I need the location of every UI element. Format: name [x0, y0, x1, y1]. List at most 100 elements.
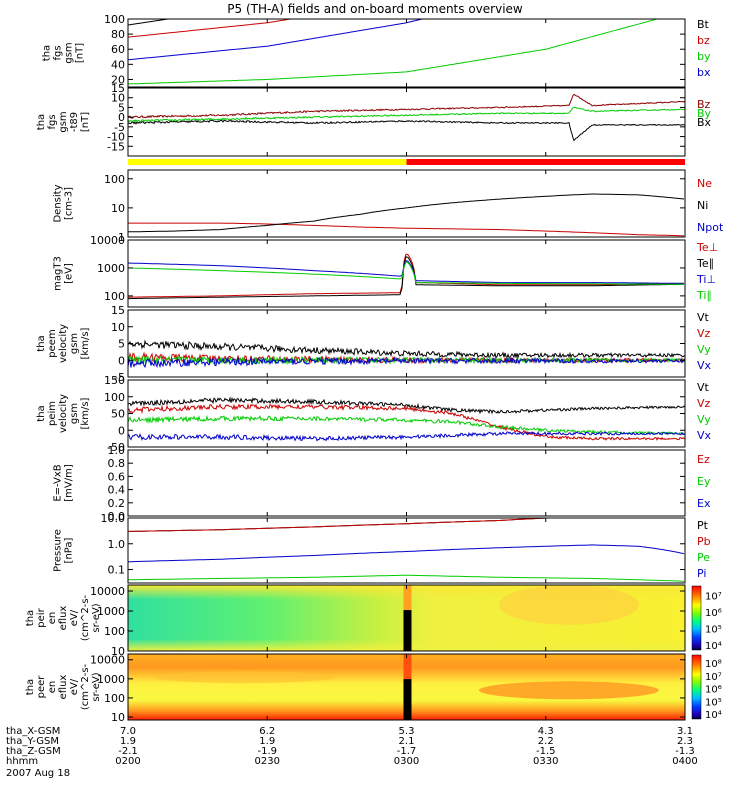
peem_vel-ylabel-line: tha: [36, 335, 47, 351]
temps-ylabel: magT3 [eV]: [53, 256, 75, 291]
temps-ylabel-line: magT3: [53, 256, 64, 291]
footer-value: -1.5: [536, 746, 556, 757]
efield-ytick-label: 1.0: [108, 444, 126, 457]
peer_eflux-colorbar-label: 10⁵: [705, 697, 722, 708]
fgs-ytick-label: 20: [111, 73, 125, 86]
footer-value: 0300: [394, 756, 419, 767]
fgs_dt-ytick-label: -5: [114, 121, 125, 134]
peer_eflux-ylabel-line: eflux: [58, 675, 69, 700]
fgs_dt-ytick-label: 5: [118, 101, 125, 114]
footer-date: 2007 Aug 18: [6, 768, 70, 779]
peim_vel-ytick-label: 0: [118, 424, 125, 437]
density-frame: [127, 169, 686, 238]
fgs-legend-bx: bx: [697, 66, 711, 79]
peer_eflux-gap-top: [403, 654, 412, 680]
peer_eflux-gap-block: [403, 679, 412, 720]
peem_vel-legend-Vt: Vt: [697, 311, 710, 324]
peim_vel-ytick-label: 150: [104, 374, 125, 387]
peer_eflux-ytick-label: 1000: [97, 673, 125, 686]
fgs_dt-ylabel-line: tha: [36, 114, 47, 130]
efield-legend-Ex: Ex: [697, 497, 711, 510]
peem_vel-ylabel: tha peem velocity gsm [km/s]: [36, 324, 91, 363]
density-series-Ni: [128, 193, 685, 233]
efield-frame: [127, 449, 686, 517]
fgs_dt-ylabel-line: -t89: [69, 112, 80, 132]
peem_vel-series-Vy: [128, 355, 685, 366]
pressure-ylabel: Pressure [nPa]: [53, 529, 75, 572]
fgs-ytick-label: 40: [111, 58, 125, 71]
peim_vel-ytick-label: -50: [107, 441, 125, 454]
temps-legend-Te∥: Te∥: [696, 257, 714, 270]
mode-bar-segment-1: [406, 159, 685, 165]
footer-value: 6.2: [259, 726, 275, 737]
fgs-ylabel-line: tha: [42, 45, 53, 61]
density-ytick-label: 1: [118, 231, 125, 244]
peim_vel-series-Vy: [128, 414, 685, 436]
fgs-series-by: [128, 19, 660, 85]
pressure-ytick-label: 10.0: [101, 512, 126, 525]
peim_vel-series-Vx: [128, 431, 685, 442]
footer-value: 0330: [533, 756, 558, 767]
fgs_dt-legend-By: By: [697, 107, 712, 120]
peir_eflux-colorbar-label: 10⁴: [705, 641, 722, 652]
footer-value: 4.3: [538, 726, 554, 737]
peim_vel-ylabel-line: gsm: [69, 403, 80, 424]
peer_eflux-colorbar-label: 10⁴: [705, 710, 722, 721]
fgs_dt-ylabel: tha fgs gsm -t89 [nT]: [36, 111, 91, 132]
density-legend-Npot: Npot: [697, 221, 724, 234]
efield-ytick-label: 0.4: [108, 484, 126, 497]
efield-ylabel-line: [mV/m]: [64, 464, 75, 502]
fgs_dt-ytick-label: 10: [111, 92, 125, 105]
peer_eflux-ylabel-line: en: [47, 681, 58, 694]
pressure-legend-Pe: Pe: [697, 551, 710, 564]
footer-value: 3.1: [677, 726, 693, 737]
peir_eflux-ylabel-line: eflux: [58, 606, 69, 631]
peim_vel-legend-Vy: Vy: [697, 413, 711, 426]
footer-value: 5.3: [399, 726, 415, 737]
footer-row-label: hhmm: [6, 756, 38, 767]
pressure-legend-Pi: Pi: [697, 567, 706, 580]
density-legend-Ne: Ne: [697, 177, 712, 190]
fgs_dt-ytick-label: 15: [111, 82, 125, 95]
footer-value: 2.2: [538, 736, 554, 747]
temps-ytick-label: 10000: [90, 234, 125, 247]
peer_eflux-ytick-label: 10000: [90, 654, 125, 667]
temps-ytick-label: 1000: [97, 262, 125, 275]
peim_vel-ylabel-line: [km/s]: [80, 397, 91, 429]
fgs-legend-bz: bz: [697, 34, 710, 47]
footer-value: -1.7: [397, 746, 417, 757]
fgs-frame: [127, 18, 686, 88]
fgs-series-bz: [128, 19, 294, 38]
peem_vel-legend-Vx: Vx: [697, 359, 712, 372]
fgs_dt-ytick-label: -15: [107, 140, 125, 153]
density-legend-Ni: Ni: [697, 199, 708, 212]
peem_vel-ylabel-line: velocity: [58, 324, 69, 363]
peer_eflux-ylabel: tha peer en eflux eV/(cm^2-s-sr-eV): [25, 663, 102, 710]
footer-row-label: tha_X-GSM: [6, 726, 60, 737]
peim_vel-legend-Vx: Vx: [697, 429, 712, 442]
peer_eflux-colorbar-label: 10⁶: [705, 685, 722, 696]
peer_eflux-ylabel-line: sr-eV): [91, 672, 102, 701]
peir_eflux-gap-block: [403, 610, 412, 651]
peir_eflux-ytick-label: 100: [104, 625, 125, 638]
peir_eflux-hot-region: [498, 584, 639, 625]
peim_vel-series-Vt: [128, 396, 685, 415]
pressure-series-Pi: [128, 544, 685, 563]
footer-value: -1.3: [675, 746, 695, 757]
figure-title: P5 (TH-A) fields and on-board moments ov…: [227, 2, 523, 16]
fgs-ylabel-line: gsm: [64, 42, 75, 63]
density-ylabel-line: Density: [53, 184, 64, 222]
fgs-ytick-label: 80: [111, 28, 125, 41]
peim_vel-ytick-label: 50: [111, 408, 125, 421]
fgs-legend-by: by: [697, 50, 711, 63]
temps-plot: [128, 253, 684, 300]
fgs-legend-Bt: Bt: [697, 18, 710, 31]
fgs_dt-series-By: [128, 106, 685, 123]
temps-legend-Ti∥: Ti∥: [696, 289, 712, 302]
peem_vel-ytick-label: 0: [118, 354, 125, 367]
peir_eflux-ylabel: tha peir en eflux eV/(cm^2-s-sr-eV): [25, 594, 102, 641]
fgs_dt-series-Bz: [128, 93, 685, 119]
efield-ytick-label: 0.2: [108, 497, 126, 510]
peim_vel-plot: [128, 396, 685, 442]
